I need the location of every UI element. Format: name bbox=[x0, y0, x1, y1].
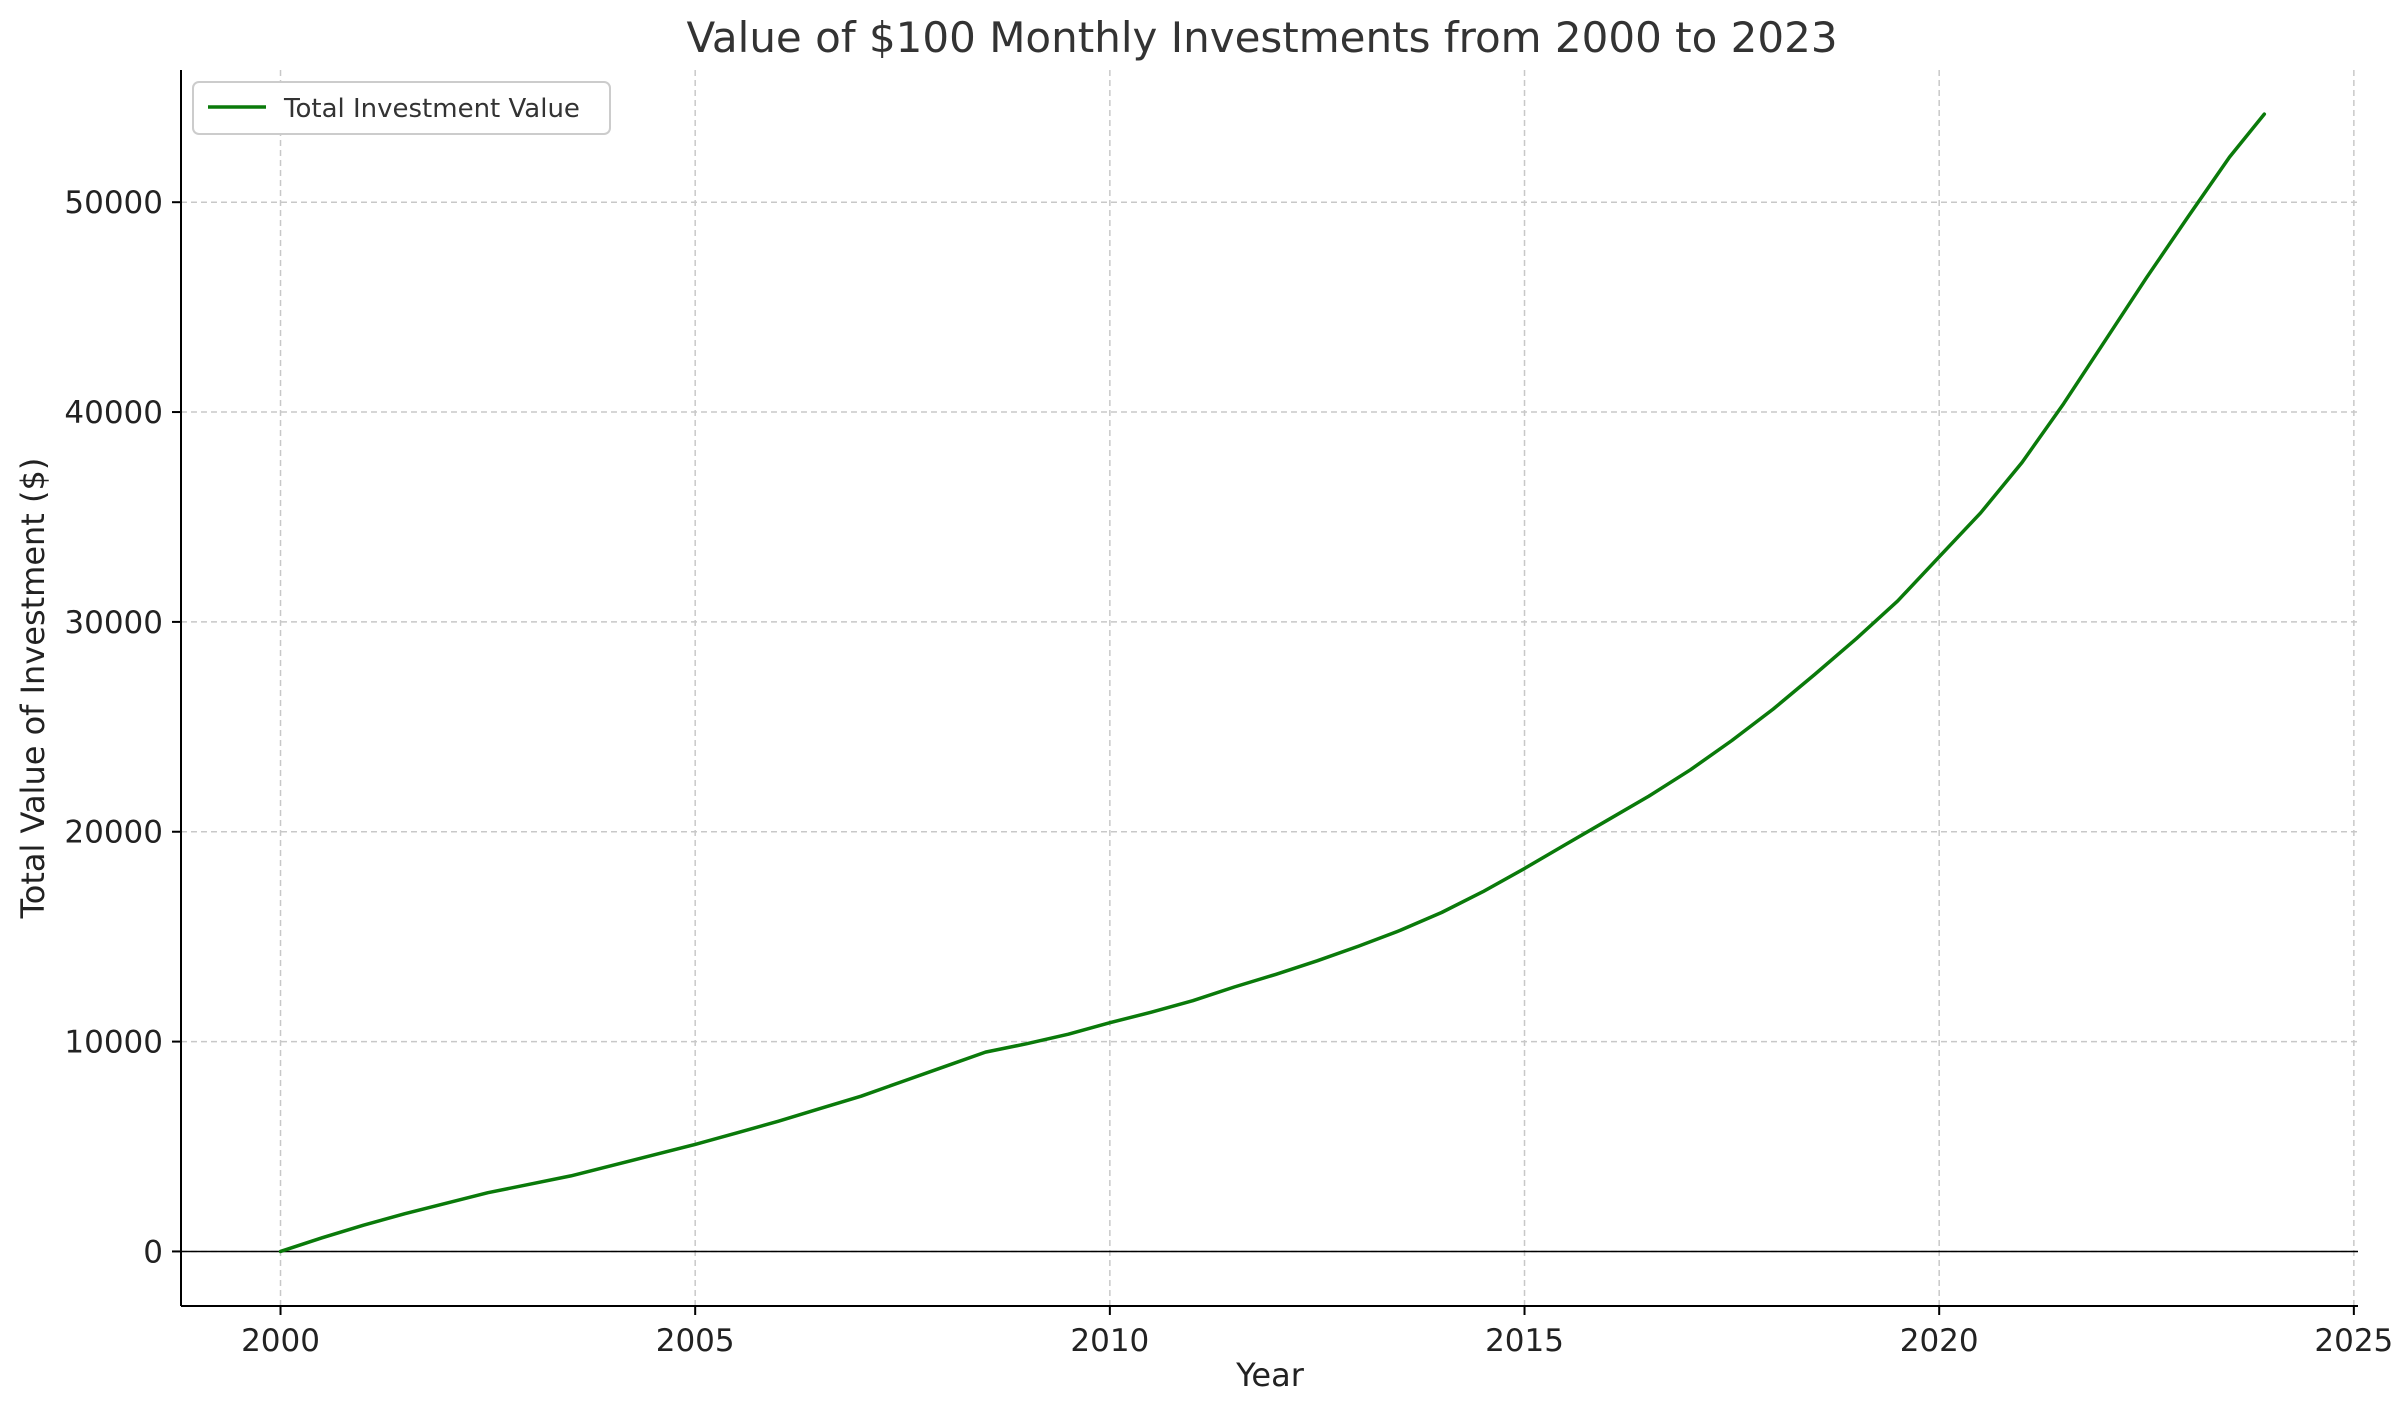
series-layer bbox=[278, 112, 2267, 1254]
x-tick-label: 2015 bbox=[1485, 1323, 1564, 1359]
legend-label: Total Investment Value bbox=[283, 94, 580, 124]
axes-layer bbox=[180, 70, 2358, 1307]
legend-box bbox=[192, 81, 611, 135]
x-tick-label: 2010 bbox=[1070, 1323, 1149, 1359]
x-tick-label: 2025 bbox=[2314, 1323, 2393, 1359]
series-line-total-investment-value bbox=[278, 112, 2267, 1254]
grid-layer bbox=[181, 70, 2358, 1306]
y-tick-label: 20000 bbox=[64, 815, 163, 851]
y-tick-label: 10000 bbox=[64, 1025, 163, 1061]
y-axis-label: Total Value of Investment ($) bbox=[14, 458, 52, 920]
y-tick-label: 40000 bbox=[64, 395, 163, 431]
x-tick-label: 2000 bbox=[241, 1323, 320, 1359]
chart-title: Value of $100 Monthly Investments from 2… bbox=[686, 13, 1837, 62]
y-tick-label: 0 bbox=[143, 1234, 163, 1270]
y-tick-label: 30000 bbox=[64, 605, 163, 641]
x-axis-label: Year bbox=[1235, 1356, 1305, 1394]
y-tick-label: 50000 bbox=[64, 185, 163, 221]
x-tick-label: 2005 bbox=[656, 1323, 735, 1359]
legend: Total Investment Value bbox=[192, 81, 611, 135]
ticks-layer: 2000 2005 2010 2015 2020 2025 0 10000 20000 30000… bbox=[64, 185, 2393, 1359]
x-tick-label: 2020 bbox=[1900, 1323, 1979, 1359]
